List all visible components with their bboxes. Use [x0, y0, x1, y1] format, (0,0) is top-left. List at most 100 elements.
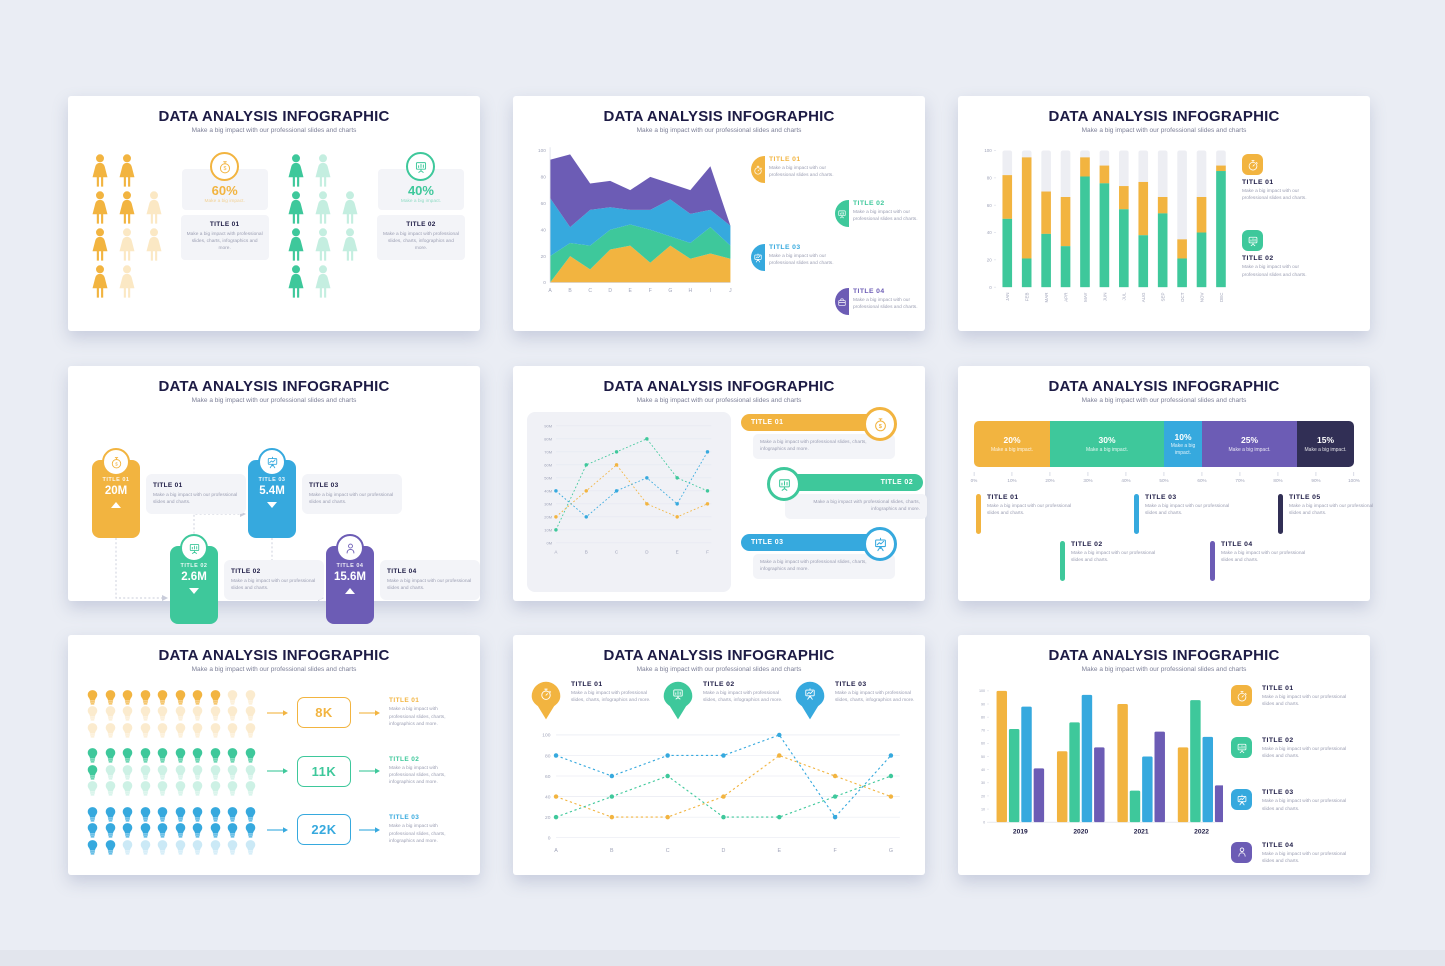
bulb-icon — [122, 823, 133, 838]
legend-icon — [835, 200, 849, 227]
svg-text:40: 40 — [981, 768, 985, 772]
legend-item: TITLE 02 Make a big impact with our profe… — [1060, 541, 1163, 581]
data-point — [609, 814, 615, 820]
tick-mark — [1277, 472, 1279, 476]
segment-value: 15% — [1316, 435, 1334, 445]
slide-body: $60% Make a big impact. TITLE 01 Make a big… — [68, 140, 480, 331]
tick-label: 50% — [1159, 477, 1169, 483]
stopwatch-icon — [1248, 159, 1258, 170]
legend-title: TITLE 05 — [1289, 494, 1321, 501]
bulb-icon — [175, 706, 186, 721]
bulb-cell — [119, 747, 137, 764]
slide-title: DATA ANALYSIS INFOGRAPHIC — [158, 378, 390, 395]
legend-desc: Make a big impact with professional slid… — [389, 765, 446, 786]
chart-icon — [415, 161, 426, 173]
slide-subtitle: Make a big impact with our professional … — [1081, 127, 1247, 134]
bar — [1154, 731, 1165, 823]
axis-tick: 60% — [1197, 472, 1207, 483]
svg-text:D: D — [722, 848, 726, 854]
bulb-icon — [87, 839, 98, 854]
stopwatch-icon — [1237, 690, 1247, 701]
bar — [1202, 736, 1214, 823]
bulb-cell — [172, 838, 190, 855]
bulb-cell — [189, 838, 207, 855]
bulb-cell — [154, 688, 172, 705]
segment-label: Make a big impact. — [1228, 446, 1271, 453]
bulb-icon — [122, 839, 133, 854]
data-point — [888, 753, 894, 758]
bulb-icon — [245, 689, 256, 704]
people-cell — [86, 261, 113, 298]
bulb-cell — [189, 747, 207, 764]
bulb-cell — [207, 705, 225, 722]
stat-badge: TITLE 04 15.6M — [326, 534, 374, 624]
legend-title: TITLE 01 — [389, 697, 420, 705]
data-point — [584, 489, 588, 493]
arrow-icon — [267, 768, 288, 775]
bulb-icon — [140, 722, 151, 737]
bulb-cell — [189, 688, 207, 705]
bulb-grid — [84, 688, 259, 738]
svg-text:30: 30 — [981, 781, 985, 785]
stat-badge-icon — [180, 534, 208, 562]
slide-title: DATA ANALYSIS INFOGRAPHIC — [603, 647, 835, 664]
chart-wrap: 0 20 40 60 80 100 A B C D E F G — [513, 720, 925, 865]
data-point — [645, 502, 649, 506]
legend-title: TITLE 03 — [769, 244, 801, 251]
legend: TITLE 01 $ Make a big impact with professi… — [741, 407, 927, 601]
segment-label: Make a big impact. — [1304, 446, 1347, 453]
data-point — [721, 753, 726, 758]
slide-title: DATA ANALYSIS INFOGRAPHIC — [603, 378, 835, 395]
people-cell — [113, 224, 140, 261]
bar-segment-yellow — [1002, 175, 1013, 219]
bulb-cell — [84, 822, 102, 839]
pin-icon-wrap — [531, 681, 561, 720]
chart-icon — [838, 210, 846, 218]
legend-title: TITLE 01 — [987, 494, 1019, 501]
svg-text:20: 20 — [987, 258, 992, 263]
svg-text:10: 10 — [981, 807, 985, 811]
legend-color-bar — [1134, 494, 1139, 534]
legend-text: TITLE 01 Make a big impact with our profe… — [769, 156, 851, 183]
legend-desc: Make a big impact with our professional … — [1262, 799, 1347, 812]
legend-title: TITLE 01 — [769, 156, 801, 163]
bulb-icon — [140, 706, 151, 721]
bulb-icon — [227, 722, 238, 737]
svg-text:JUL: JUL — [1122, 292, 1127, 300]
bulb-cell — [137, 721, 155, 738]
dollar-icon: $ — [874, 417, 886, 431]
card-title: TITLE 02 — [406, 221, 436, 228]
dollar-icon: $ — [219, 160, 230, 173]
bar-segment-green — [1041, 233, 1051, 288]
bulb-icon — [122, 806, 133, 821]
people-cell — [140, 224, 167, 261]
slide-stacked-area: DATA ANALYSIS INFOGRAPHIC Make a big imp… — [513, 96, 925, 331]
slide-body: 20% Make a big impact. 30% Make a big impac… — [958, 410, 1373, 601]
people-cell — [140, 150, 167, 187]
bulb-cell — [207, 721, 225, 738]
legend-icon — [1242, 154, 1263, 175]
legend-icon: $ — [863, 407, 897, 441]
line-series — [555, 438, 708, 531]
data-point — [675, 502, 679, 506]
legend-desc: Make a big impact with our professional … — [1071, 551, 1156, 564]
slide-subtitle: Make a big impact with our professional … — [636, 127, 802, 134]
stat-badge: $ TITLE 01 20M — [92, 448, 140, 538]
woman-icon — [288, 228, 304, 261]
arrow — [359, 762, 381, 780]
bar-segment-green — [1080, 176, 1090, 288]
legend-desc: Make a big impact with professional slid… — [835, 691, 915, 704]
people-cell — [140, 261, 167, 298]
bulb-cell — [119, 805, 137, 822]
bulb-cell — [119, 838, 137, 855]
bulb-cell — [119, 763, 137, 780]
slide-percent-bar: DATA ANALYSIS INFOGRAPHIC Make a big imp… — [958, 366, 1373, 601]
legend-text: TITLE 01 Make a big impact with professio… — [571, 681, 653, 720]
bulb-icon — [87, 806, 98, 821]
stat-badge: TITLE 03 5.4M — [248, 448, 296, 538]
svg-text:0M: 0M — [547, 540, 553, 545]
svg-text:20M: 20M — [544, 514, 552, 519]
svg-text:A: A — [554, 549, 558, 554]
easel-icon — [267, 456, 277, 468]
connector-arrowhead — [162, 595, 168, 601]
